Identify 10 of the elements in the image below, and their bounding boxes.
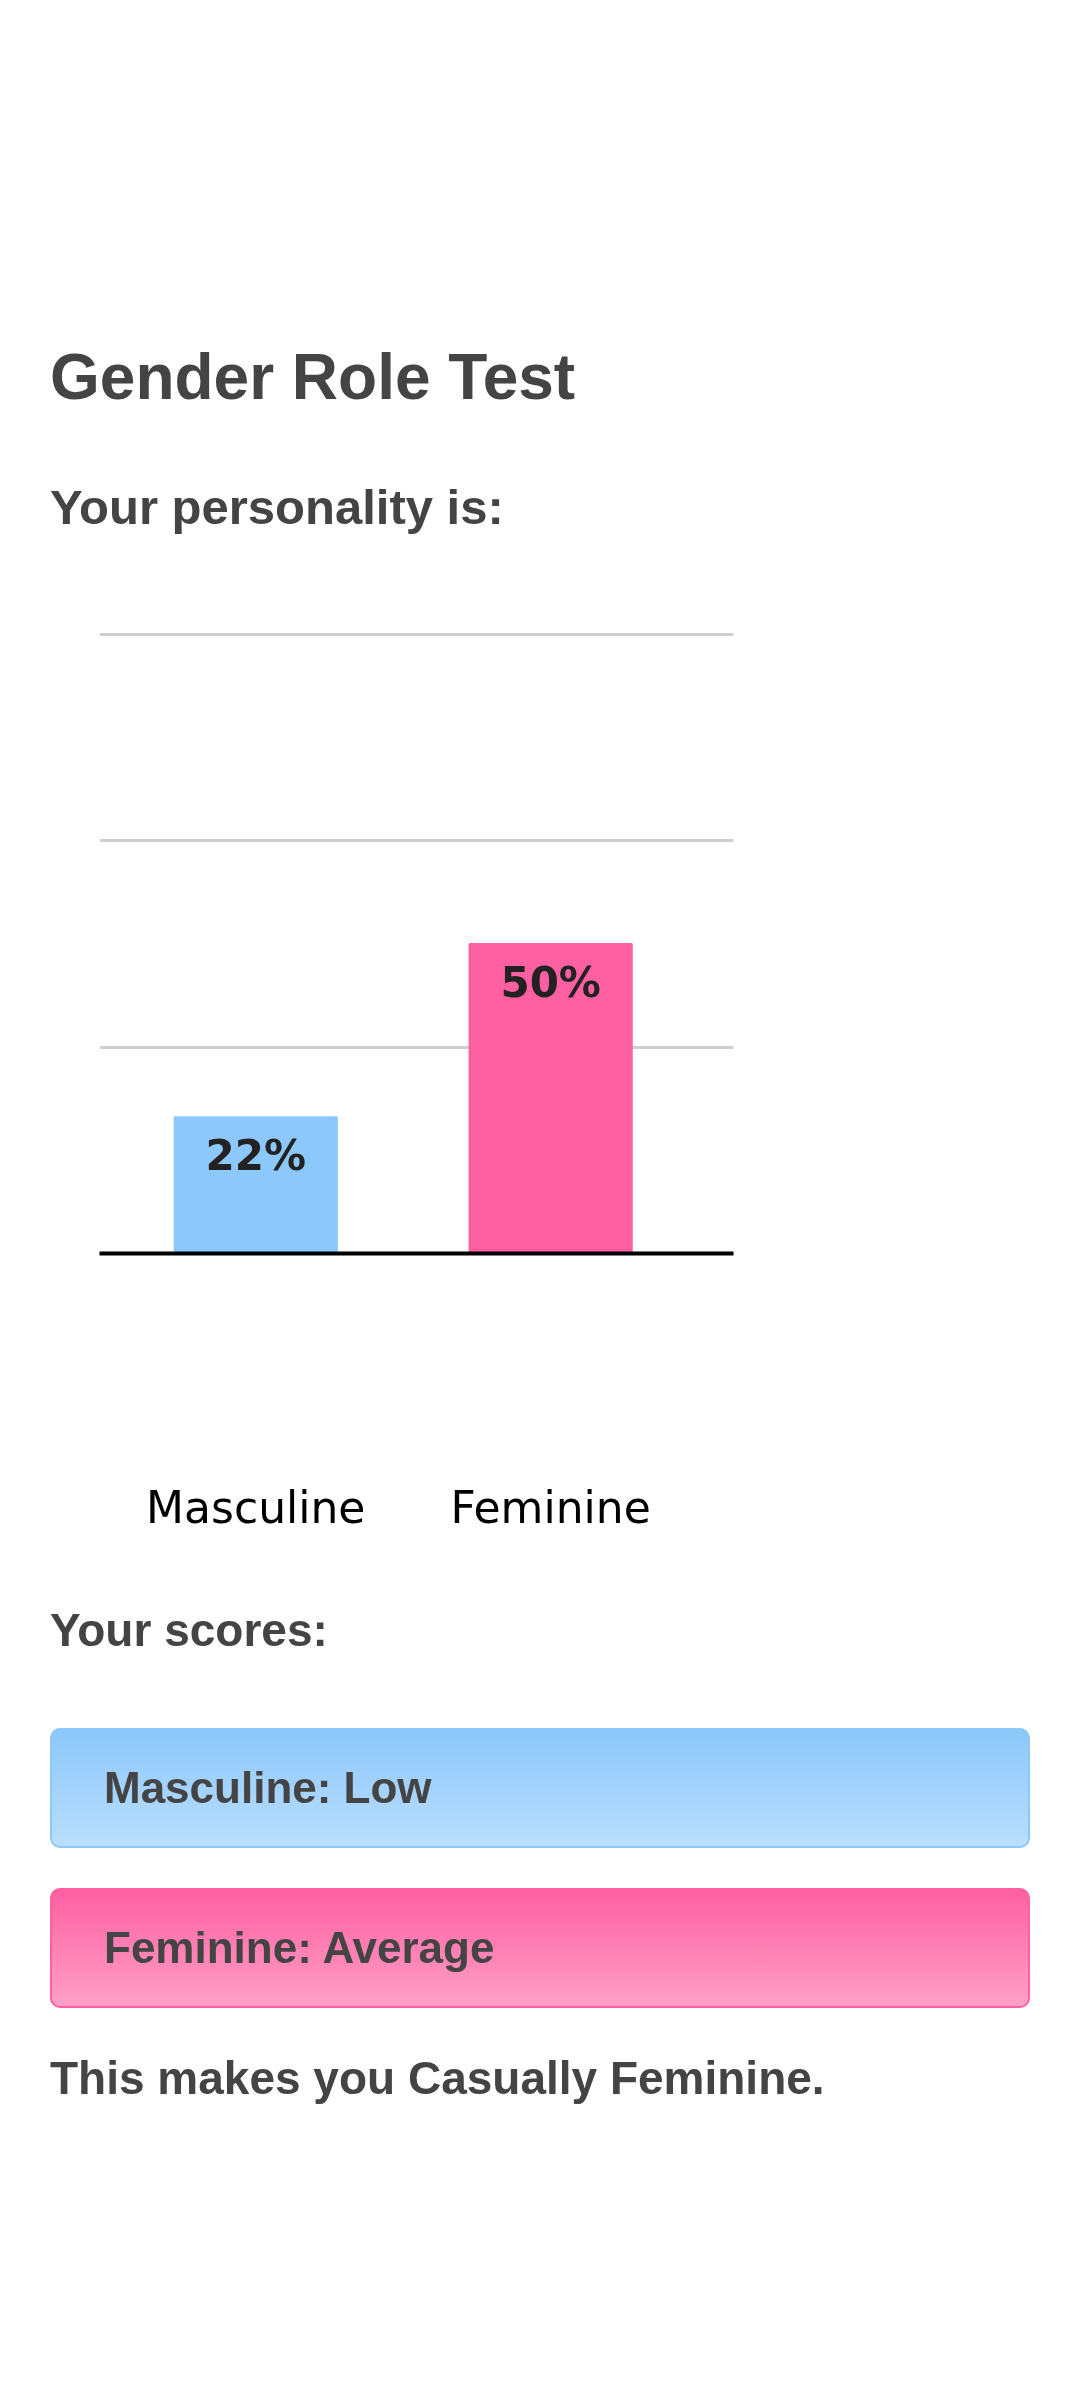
- x-tick-label: Masculine: [146, 1481, 366, 1533]
- text: This makes you Casually Feminine.: [50, 2051, 825, 2106]
- chart-subtitle: Your personality is:: [50, 479, 504, 536]
- text: Feminine: Average: [50, 1888, 1030, 2008]
- data-label: 50%: [500, 958, 601, 1007]
- text: Masculine: Low: [50, 1728, 1030, 1848]
- data-label: 22%: [205, 1131, 307, 1181]
- text: Your scores:: [50, 1603, 328, 1658]
- chart-title: Gender Role Test: [50, 340, 576, 415]
- x-tick-label: Feminine: [450, 1481, 651, 1533]
